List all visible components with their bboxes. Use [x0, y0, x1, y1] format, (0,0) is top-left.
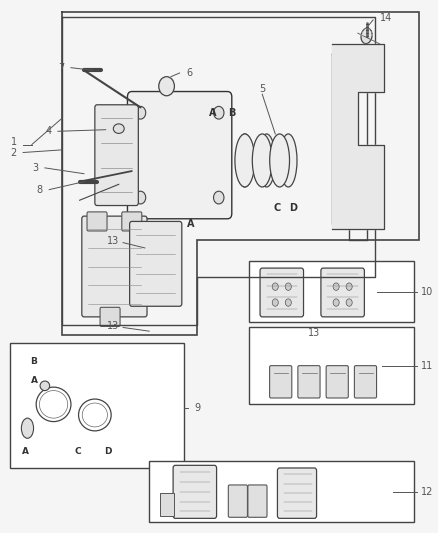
Text: 13: 13 — [308, 328, 321, 338]
Polygon shape — [332, 44, 384, 229]
Bar — [10, 343, 184, 468]
Text: B: B — [31, 358, 37, 367]
Ellipse shape — [258, 134, 275, 187]
FancyBboxPatch shape — [270, 366, 292, 398]
FancyBboxPatch shape — [321, 268, 364, 317]
FancyBboxPatch shape — [354, 366, 377, 398]
Text: 11: 11 — [421, 361, 433, 371]
Ellipse shape — [361, 28, 372, 44]
Ellipse shape — [270, 134, 290, 187]
Text: A: A — [31, 376, 38, 385]
Text: 12: 12 — [421, 487, 433, 497]
Circle shape — [346, 299, 352, 306]
Circle shape — [346, 283, 352, 290]
Text: 9: 9 — [195, 403, 201, 413]
Text: 7: 7 — [58, 63, 64, 72]
FancyBboxPatch shape — [277, 468, 317, 519]
FancyBboxPatch shape — [298, 366, 320, 398]
Text: A: A — [208, 108, 216, 118]
Circle shape — [333, 283, 339, 290]
Text: 13: 13 — [106, 236, 119, 246]
FancyBboxPatch shape — [127, 92, 232, 219]
Text: 1: 1 — [11, 137, 17, 147]
Ellipse shape — [252, 134, 272, 187]
Text: 6: 6 — [186, 68, 192, 78]
Text: D: D — [104, 447, 112, 456]
Text: A: A — [22, 447, 29, 456]
Circle shape — [272, 299, 278, 306]
Text: C: C — [274, 203, 281, 213]
Circle shape — [285, 283, 291, 290]
Circle shape — [135, 107, 146, 119]
Bar — [149, 461, 414, 522]
Ellipse shape — [40, 381, 49, 391]
FancyBboxPatch shape — [260, 268, 304, 317]
Circle shape — [285, 299, 291, 306]
FancyBboxPatch shape — [122, 212, 142, 231]
Text: 10: 10 — [421, 287, 433, 297]
FancyBboxPatch shape — [100, 308, 120, 326]
Text: 14: 14 — [380, 13, 392, 23]
Text: D: D — [289, 203, 297, 213]
FancyBboxPatch shape — [130, 221, 182, 306]
Text: 13: 13 — [106, 321, 119, 331]
Circle shape — [272, 283, 278, 290]
FancyBboxPatch shape — [326, 366, 348, 398]
Text: 3: 3 — [32, 163, 39, 173]
Bar — [160, 494, 174, 516]
FancyBboxPatch shape — [173, 465, 216, 519]
Ellipse shape — [21, 418, 34, 438]
Circle shape — [214, 107, 224, 119]
Circle shape — [333, 299, 339, 306]
Text: A: A — [187, 219, 194, 229]
Ellipse shape — [113, 124, 124, 133]
Text: 8: 8 — [36, 184, 42, 195]
FancyBboxPatch shape — [87, 212, 107, 231]
FancyBboxPatch shape — [95, 105, 138, 206]
Text: 5: 5 — [259, 84, 265, 94]
Circle shape — [135, 191, 146, 204]
Text: 2: 2 — [11, 148, 17, 158]
Bar — [249, 327, 414, 405]
Bar — [249, 261, 414, 322]
FancyBboxPatch shape — [248, 485, 267, 518]
Ellipse shape — [279, 134, 297, 187]
Text: 4: 4 — [45, 126, 51, 136]
Ellipse shape — [235, 134, 255, 187]
FancyBboxPatch shape — [82, 216, 147, 317]
Ellipse shape — [236, 134, 254, 187]
Text: B: B — [228, 108, 236, 118]
Circle shape — [159, 77, 174, 96]
Text: C: C — [74, 447, 81, 456]
Circle shape — [214, 191, 224, 204]
FancyBboxPatch shape — [228, 485, 247, 518]
